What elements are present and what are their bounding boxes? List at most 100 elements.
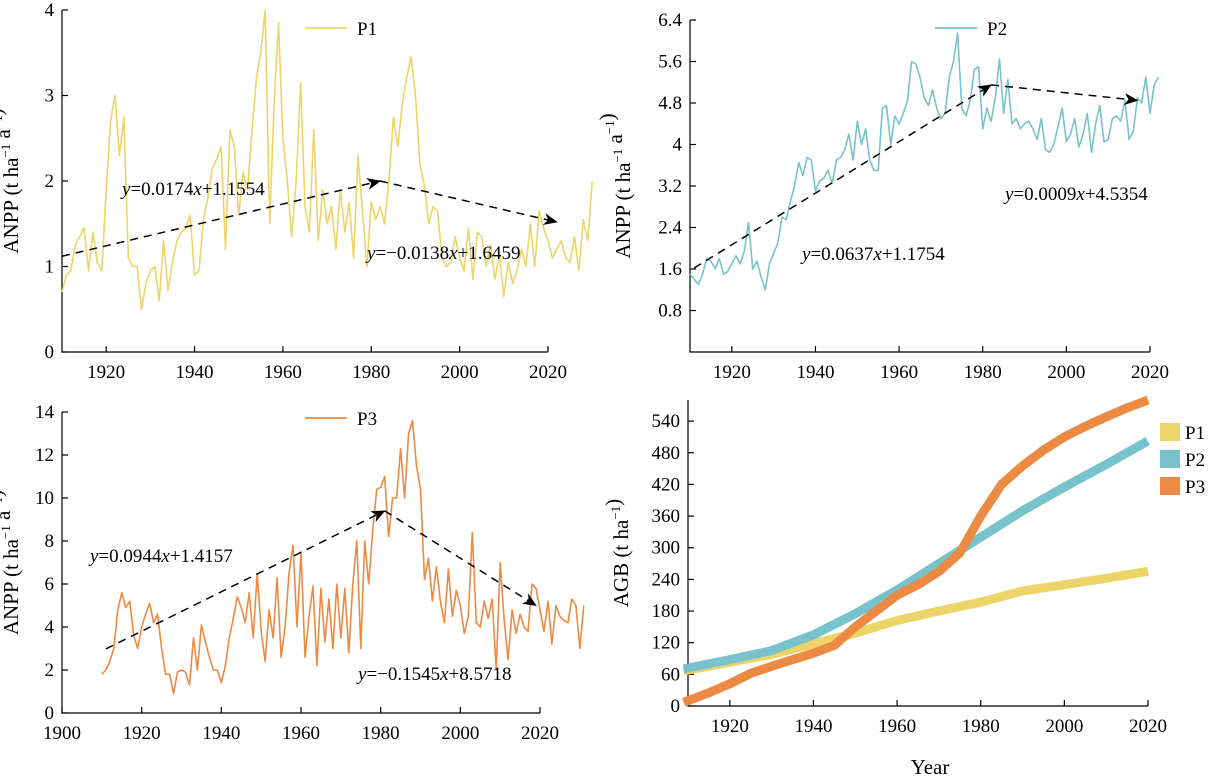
trend-equation-part: +1.1554 xyxy=(202,179,265,200)
y-tick-label: 5.6 xyxy=(658,52,682,73)
legend-label: P1 xyxy=(1185,423,1205,444)
series-line-P2 xyxy=(682,437,1150,674)
series-line-P3 xyxy=(101,419,585,695)
panel-p2-anpp: 0.8 1.6 2.4 3.2 4 4.8 5.6 6.4 1920 1940 1960 1980 20… xyxy=(595,10,1169,383)
x-tick-label: 1920 xyxy=(711,716,749,737)
y-tick-label: 360 xyxy=(652,506,681,527)
trend-equation-var: y xyxy=(365,243,376,264)
series-line-P3 xyxy=(682,395,1150,707)
x-tick-label: 2000 xyxy=(441,723,479,744)
x-tick-label: 1980 xyxy=(964,362,1002,383)
x-tick-label: 1960 xyxy=(878,716,916,737)
y-tick-label: 1 xyxy=(45,257,55,278)
trend-equation-part: +8.5718 xyxy=(449,664,512,685)
y-tick-label: 0 xyxy=(671,696,681,717)
y-tick-label: 4 xyxy=(45,0,55,21)
x-tick-label: 1960 xyxy=(282,723,320,744)
trend-equation-var: x xyxy=(448,243,458,264)
x-tick-label: 2000 xyxy=(441,362,479,383)
y-axis-label-sup: −1 xyxy=(0,525,13,539)
y-tick-label: 0.8 xyxy=(658,301,682,322)
trend-equation-part: +4.5354 xyxy=(1085,184,1148,205)
y-tick-label: 2 xyxy=(45,171,55,192)
legend-label: P1 xyxy=(357,19,377,40)
y-axis-label-part: ANPP (t ha xyxy=(611,162,635,259)
trend-equation-var: x xyxy=(439,664,449,685)
y-tick-label: 540 xyxy=(652,411,681,432)
trend-equation-var: x xyxy=(160,546,170,567)
y-axis-label-part: a xyxy=(0,129,15,144)
x-tick-label: 1980 xyxy=(352,362,390,383)
trend-arrow xyxy=(379,180,558,225)
y-tick-label: 10 xyxy=(35,488,54,509)
y-axis-label-part: ) xyxy=(601,499,625,506)
y-axis-label-part: a xyxy=(0,510,15,525)
x-tick-label: 1920 xyxy=(713,362,751,383)
trend-equation: y=−0.0138x+1.6459 xyxy=(365,243,521,264)
x-tick-label: 1940 xyxy=(794,716,832,737)
trend-equation: y=−0.1545x+8.5718 xyxy=(356,664,512,685)
panel-agb: 0 60 120 180 240 300 360 420 480 540 1920 1940 1960 1… xyxy=(601,395,1205,737)
legend-label: P2 xyxy=(1185,450,1205,471)
trend-arrow xyxy=(105,510,386,650)
trend-equation: y=0.0944x+1.4157 xyxy=(88,546,233,567)
y-axis-label-sup: −1 xyxy=(610,149,625,163)
x-tick-label: 1920 xyxy=(123,723,161,744)
y-tick-label: 3.2 xyxy=(658,176,682,197)
legend-label: P3 xyxy=(357,409,377,430)
x-tick-label: 1940 xyxy=(202,723,240,744)
y-axis-label-part: a xyxy=(603,134,627,149)
trend-equation-part: +1.1754 xyxy=(882,244,945,265)
trend-equation-part: =−0.0138 xyxy=(375,243,449,264)
panel-p3-anpp: 0 2 4 6 8 10 12 14 1900 1920 1940 1960 1980 2000 2020 A… xyxy=(0,402,585,744)
trend-equation-part: +1.4157 xyxy=(170,546,233,567)
x-tick-label: 1940 xyxy=(176,362,214,383)
y-axis-label-part: AGB (t ha xyxy=(609,519,633,607)
axis-frame xyxy=(689,20,1150,353)
trend-equation-var: y xyxy=(88,546,99,567)
trend-arrow xyxy=(693,84,992,269)
y-tick-label: 14 xyxy=(35,402,55,423)
y-tick-label: 3 xyxy=(45,86,55,107)
y-axis-label: AGB (t ha−1) xyxy=(601,499,633,607)
x-tick-label: 1920 xyxy=(87,362,125,383)
series-line-P2 xyxy=(689,32,1160,291)
y-tick-label: 12 xyxy=(35,445,54,466)
trend-equation-var: x xyxy=(192,179,202,200)
figure-x-label: Year xyxy=(911,755,950,779)
legend-label: P3 xyxy=(1185,477,1205,498)
y-tick-label: 8 xyxy=(45,531,55,552)
x-tick-label: 2000 xyxy=(1047,362,1085,383)
y-tick-label: 240 xyxy=(652,569,681,590)
series-line-P1 xyxy=(61,9,593,311)
y-axis-label-sup: −1 xyxy=(0,497,5,511)
y-axis-label-part: ANPP (t ha xyxy=(0,157,23,254)
x-tick-label: 1960 xyxy=(880,362,918,383)
y-tick-label: 180 xyxy=(652,601,681,622)
x-tick-label: 1980 xyxy=(362,723,400,744)
trend-equation-var: x xyxy=(1075,184,1085,205)
x-tick-label: 2000 xyxy=(1045,716,1083,737)
y-tick-label: 0 xyxy=(45,703,55,724)
x-tick-label: 1960 xyxy=(264,362,302,383)
trend-equation-var: x xyxy=(872,244,882,265)
legend-swatch-P2 xyxy=(1160,450,1180,468)
x-tick-label: 1980 xyxy=(962,716,1000,737)
trend-equation-var: y xyxy=(800,244,811,265)
y-tick-label: 1.6 xyxy=(658,259,682,280)
y-axis-label-sup: −1 xyxy=(608,506,623,520)
trend-equation-var: y xyxy=(356,664,367,685)
y-tick-label: 6 xyxy=(45,574,55,595)
y-tick-label: 60 xyxy=(661,664,680,685)
trend-equation-part: =0.0637 xyxy=(810,244,873,265)
y-tick-label: 4.8 xyxy=(658,93,682,114)
y-tick-label: 480 xyxy=(652,443,681,464)
y-axis-label-part: ) xyxy=(0,108,7,115)
y-axis-label: ANPP (t ha−1 a−1) xyxy=(0,108,23,253)
x-tick-label: 1940 xyxy=(796,362,834,383)
y-axis-label-part: ANPP (t ha xyxy=(0,538,23,635)
y-axis-label: ANPP (t ha−1 a−1) xyxy=(0,490,23,635)
trend-arrow xyxy=(991,84,1139,105)
trend-equation-part: =0.0009 xyxy=(1013,184,1076,205)
